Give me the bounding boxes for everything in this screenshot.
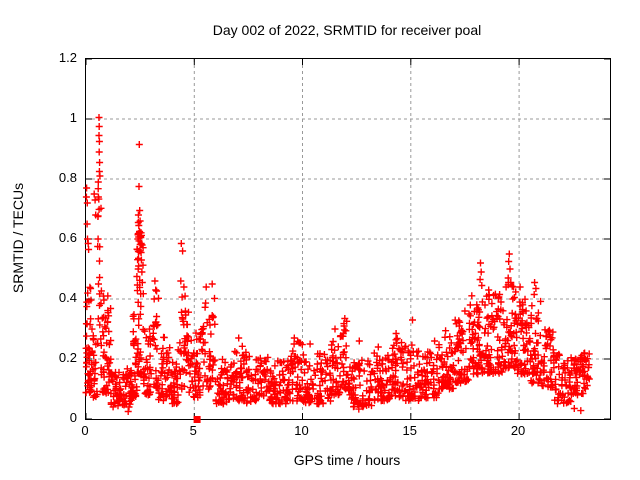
x-axis-label: GPS time / hours [293,452,401,468]
x-tick-label: 15 [402,423,418,438]
y-tick-label: 0 [69,410,77,425]
plot-area [82,58,611,423]
y-tick-label: 0.2 [58,350,77,365]
y-tick-label: 1.2 [58,50,77,65]
scatter-plot-canvas [82,58,610,423]
x-tick-label: 0 [81,423,89,438]
y-tick-label: 1 [69,110,77,125]
y-tick-label: 0.8 [58,170,77,185]
x-tick-label: 20 [510,423,526,438]
x-tick-label: 10 [294,423,309,438]
scatter-points [82,114,593,415]
grid-lines [86,59,610,419]
y-tick-label: 0.6 [58,230,77,245]
special-square-marker [193,416,201,423]
y-axis-label: SRMTID / TECUs [10,182,26,294]
chart-title: Day 002 of 2022, SRMTID for receiver poa… [212,22,482,38]
x-tick-label: 5 [189,423,197,438]
y-tick-label: 0.4 [58,290,77,305]
